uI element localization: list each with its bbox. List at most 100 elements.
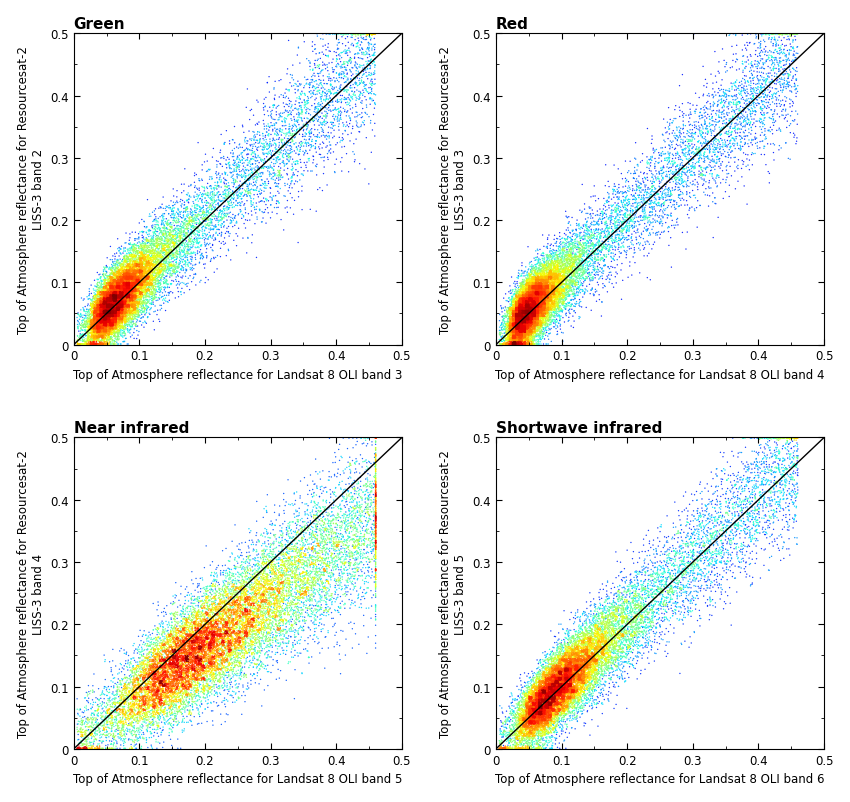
Point: [526, 277, 540, 290]
Point: [151, 258, 165, 271]
Point: [233, 624, 246, 637]
Point: [654, 164, 668, 177]
Point: [528, 279, 541, 292]
Point: [225, 663, 239, 676]
Point: [147, 306, 161, 318]
Point: [528, 281, 541, 294]
Point: [219, 591, 233, 604]
Point: [532, 675, 546, 688]
Point: [117, 719, 131, 731]
Point: [264, 544, 277, 557]
Point: [112, 715, 126, 728]
Point: [122, 277, 135, 290]
Point: [154, 691, 167, 704]
Point: [273, 565, 286, 578]
Point: [120, 250, 133, 263]
Point: [181, 239, 195, 252]
Point: [677, 167, 691, 180]
Point: [133, 674, 147, 687]
Point: [568, 684, 581, 697]
Point: [547, 695, 561, 707]
Point: [320, 547, 333, 560]
Point: [603, 616, 616, 629]
Point: [81, 713, 94, 726]
Point: [139, 255, 152, 268]
Point: [179, 662, 193, 675]
Point: [650, 168, 664, 181]
Point: [687, 526, 700, 539]
Point: [711, 579, 724, 592]
Point: [155, 227, 168, 240]
Point: [326, 488, 340, 500]
Point: [88, 296, 101, 309]
Point: [570, 674, 583, 687]
Point: [234, 669, 247, 682]
Point: [216, 588, 230, 601]
Point: [547, 272, 561, 285]
Point: [692, 143, 706, 156]
Point: [534, 289, 547, 302]
Point: [543, 727, 557, 739]
Point: [539, 683, 552, 695]
Point: [96, 331, 110, 344]
Point: [572, 640, 586, 653]
Point: [154, 666, 167, 679]
Point: [789, 55, 802, 67]
Point: [588, 650, 602, 662]
Point: [292, 615, 306, 628]
Point: [534, 274, 547, 287]
Point: [202, 627, 216, 640]
Point: [131, 674, 145, 687]
Point: [119, 255, 133, 268]
Point: [107, 291, 121, 304]
Point: [231, 633, 245, 646]
Point: [634, 167, 648, 180]
Point: [125, 243, 139, 256]
Point: [585, 664, 598, 677]
Point: [112, 299, 126, 312]
Point: [525, 295, 539, 308]
Point: [568, 656, 581, 669]
Point: [163, 607, 177, 620]
Point: [522, 721, 536, 734]
Point: [649, 622, 663, 635]
Point: [573, 237, 586, 250]
Point: [583, 687, 597, 699]
Point: [340, 107, 354, 119]
Point: [205, 616, 218, 629]
Point: [147, 718, 161, 731]
Point: [196, 673, 209, 686]
Point: [518, 311, 532, 324]
Point: [153, 686, 167, 699]
Point: [149, 229, 162, 241]
Point: [548, 671, 562, 684]
Point: [356, 549, 370, 561]
Point: [168, 667, 182, 680]
Point: [182, 641, 196, 654]
Point: [116, 289, 129, 302]
Point: [523, 313, 536, 326]
Point: [180, 650, 194, 662]
Point: [520, 293, 534, 306]
Point: [637, 602, 650, 615]
Point: [137, 267, 150, 280]
Point: [145, 658, 159, 670]
Point: [530, 723, 544, 736]
Point: [558, 658, 571, 670]
Point: [101, 290, 115, 302]
Point: [141, 283, 155, 296]
Point: [149, 269, 162, 282]
Point: [649, 577, 662, 589]
Point: [111, 282, 125, 295]
Point: [231, 642, 245, 654]
Point: [512, 314, 525, 326]
Point: [506, 317, 519, 330]
Point: [369, 520, 382, 533]
Point: [191, 191, 205, 204]
Point: [512, 311, 525, 324]
Point: [125, 266, 139, 279]
Point: [516, 305, 530, 318]
Point: [100, 313, 114, 326]
Point: [533, 286, 547, 299]
Point: [127, 307, 140, 320]
